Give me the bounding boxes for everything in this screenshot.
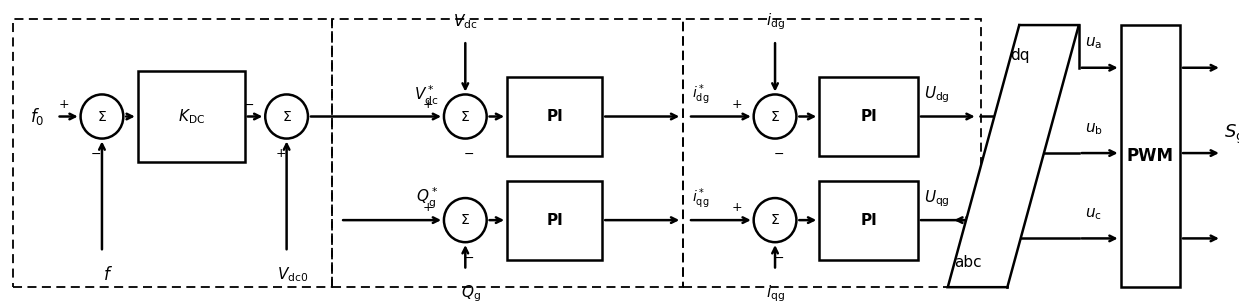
Text: $u_{\mathrm{c}}$: $u_{\mathrm{c}}$: [1085, 206, 1101, 222]
Text: $-$: $-$: [773, 147, 784, 160]
Bar: [332, 19, 684, 287]
Bar: [138, 71, 245, 162]
Text: $-$: $-$: [90, 147, 102, 160]
Ellipse shape: [81, 95, 124, 138]
Text: $\Sigma$: $\Sigma$: [771, 213, 781, 227]
Text: $-$: $-$: [463, 147, 475, 160]
Text: $-$: $-$: [243, 98, 254, 111]
Bar: [819, 181, 918, 260]
Text: $V^*_{\mathrm{dc}}$: $V^*_{\mathrm{dc}}$: [414, 84, 437, 107]
Text: PWM: PWM: [1126, 147, 1173, 165]
Text: $f_0$: $f_0$: [31, 106, 45, 127]
Bar: [507, 181, 602, 260]
Bar: [507, 77, 602, 156]
Text: $i_{\mathrm{qg}}$: $i_{\mathrm{qg}}$: [766, 283, 784, 304]
Text: dq: dq: [1010, 48, 1030, 63]
Text: $\Sigma$: $\Sigma$: [461, 110, 471, 123]
Text: $+$: $+$: [421, 98, 432, 111]
Text: $\Sigma$: $\Sigma$: [771, 110, 781, 123]
Text: PI: PI: [546, 213, 563, 227]
Bar: [12, 19, 332, 287]
Text: $Q_{\mathrm{g}}$: $Q_{\mathrm{g}}$: [461, 283, 481, 304]
Bar: [684, 19, 981, 287]
Text: $-$: $-$: [773, 251, 784, 264]
Text: $-$: $-$: [463, 251, 475, 264]
Text: $S_{\mathrm{g}}$: $S_{\mathrm{g}}$: [1224, 123, 1239, 146]
Text: $u_{\mathrm{a}}$: $u_{\mathrm{a}}$: [1085, 36, 1101, 51]
Text: $i_{\mathrm{dg}}$: $i_{\mathrm{dg}}$: [766, 12, 784, 32]
Text: $\Sigma$: $\Sigma$: [97, 110, 107, 123]
Text: $f$: $f$: [103, 266, 113, 284]
Text: $U_{\mathrm{dg}}$: $U_{\mathrm{dg}}$: [924, 85, 950, 106]
Ellipse shape: [444, 198, 487, 242]
Text: $i^*_{\mathrm{dg}}$: $i^*_{\mathrm{dg}}$: [691, 83, 709, 107]
Polygon shape: [948, 25, 1079, 287]
Text: $U_{\mathrm{qg}}$: $U_{\mathrm{qg}}$: [924, 188, 950, 209]
Ellipse shape: [753, 95, 797, 138]
Text: PI: PI: [546, 109, 563, 124]
Text: $K_{\mathrm{DC}}$: $K_{\mathrm{DC}}$: [177, 107, 204, 126]
Bar: [819, 77, 918, 156]
Ellipse shape: [265, 95, 309, 138]
Text: $\Sigma$: $\Sigma$: [281, 110, 291, 123]
Text: $+$: $+$: [58, 98, 69, 111]
Ellipse shape: [444, 95, 487, 138]
Ellipse shape: [753, 198, 797, 242]
Text: $+$: $+$: [731, 98, 742, 111]
Text: $+$: $+$: [731, 201, 742, 214]
Text: $+$: $+$: [275, 147, 286, 160]
Text: $Q^*_{\mathrm{g}}$: $Q^*_{\mathrm{g}}$: [416, 186, 437, 211]
Text: PI: PI: [860, 213, 877, 227]
Text: PI: PI: [860, 109, 877, 124]
Bar: [1120, 25, 1180, 287]
Text: $V_{\mathrm{dc}}$: $V_{\mathrm{dc}}$: [453, 13, 477, 31]
Text: $+$: $+$: [421, 201, 432, 214]
Text: abc: abc: [954, 255, 981, 270]
Text: $V_{\mathrm{dc0}}$: $V_{\mathrm{dc0}}$: [278, 266, 309, 284]
Text: $i^*_{\mathrm{qg}}$: $i^*_{\mathrm{qg}}$: [691, 187, 709, 211]
Text: $\Sigma$: $\Sigma$: [461, 213, 471, 227]
Text: $u_{\mathrm{b}}$: $u_{\mathrm{b}}$: [1085, 121, 1103, 137]
